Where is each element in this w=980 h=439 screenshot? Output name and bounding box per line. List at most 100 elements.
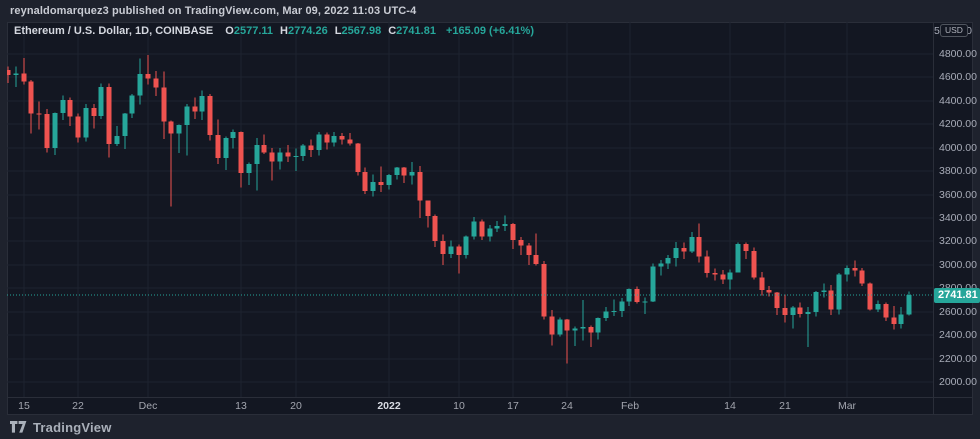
candle bbox=[285, 152, 291, 157]
candle bbox=[36, 113, 42, 115]
candle bbox=[836, 274, 842, 310]
candle bbox=[634, 289, 640, 303]
candle bbox=[176, 124, 182, 134]
candle bbox=[432, 215, 438, 242]
candle bbox=[129, 95, 135, 114]
time-axis-label: 20 bbox=[290, 400, 302, 412]
ohlc-open: O2577.11 bbox=[225, 25, 273, 37]
candle bbox=[642, 301, 648, 303]
candle bbox=[60, 100, 66, 114]
price-axis-label: 4800.00 bbox=[939, 48, 977, 60]
candle bbox=[347, 139, 353, 144]
price-axis-label: 2000.00 bbox=[939, 376, 977, 388]
candle bbox=[7, 69, 11, 76]
price-axis-label: 4000.00 bbox=[939, 141, 977, 154]
candle bbox=[782, 307, 788, 315]
candle bbox=[875, 304, 881, 310]
candle bbox=[386, 174, 392, 185]
candle bbox=[254, 145, 260, 165]
candle bbox=[378, 181, 384, 185]
candle bbox=[720, 274, 726, 280]
price-axis-label: 4200.00 bbox=[939, 118, 977, 131]
candle bbox=[199, 96, 205, 112]
candlestick-plot[interactable] bbox=[7, 22, 933, 397]
tradingview-logo[interactable]: TradingView bbox=[10, 420, 112, 435]
candle bbox=[207, 96, 213, 135]
candle bbox=[114, 136, 120, 145]
footer-bar: TradingView bbox=[0, 415, 980, 439]
currency-usd-chip[interactable]: USD bbox=[940, 24, 968, 37]
price-axis-border bbox=[933, 22, 934, 415]
candle bbox=[184, 106, 190, 125]
candle bbox=[308, 145, 314, 151]
candle bbox=[339, 135, 345, 140]
candle bbox=[681, 248, 687, 252]
time-axis-label: 15 bbox=[18, 400, 30, 412]
time-axis-label: 2022 bbox=[377, 400, 401, 412]
time-axis-label: 14 bbox=[724, 400, 736, 412]
candle bbox=[867, 283, 873, 310]
price-axis-label: 3800.00 bbox=[939, 165, 977, 178]
last-price-badge: 2741.81 bbox=[934, 287, 980, 303]
candle bbox=[510, 223, 516, 241]
candle bbox=[712, 273, 718, 275]
tradingview-logo-text: TradingView bbox=[33, 419, 112, 435]
candle bbox=[743, 244, 749, 251]
candle bbox=[487, 228, 493, 237]
candle bbox=[448, 246, 454, 255]
candle bbox=[463, 236, 469, 256]
candle bbox=[300, 145, 306, 156]
candle bbox=[906, 295, 912, 315]
candle bbox=[479, 221, 485, 237]
candle bbox=[821, 290, 827, 292]
candle bbox=[370, 181, 376, 191]
price-axis-label: 3200.00 bbox=[939, 235, 977, 248]
candle bbox=[658, 263, 664, 267]
candle bbox=[572, 328, 578, 331]
candle bbox=[595, 318, 601, 333]
candle bbox=[52, 113, 58, 149]
candle bbox=[735, 244, 741, 273]
candle bbox=[852, 267, 858, 271]
candle bbox=[665, 258, 671, 264]
candle bbox=[526, 245, 532, 256]
attribution-bar: reynaldomarquez3 published on TradingVie… bbox=[0, 0, 980, 22]
time-axis-label: 10 bbox=[453, 400, 465, 412]
candle bbox=[98, 86, 104, 117]
price-axis-label: 4600.00 bbox=[939, 71, 977, 84]
ohlc-low: L2567.98 bbox=[334, 25, 382, 37]
price-axis-label: 4400.00 bbox=[939, 94, 977, 107]
candle bbox=[588, 327, 594, 333]
candle bbox=[883, 304, 889, 318]
candle bbox=[790, 307, 796, 315]
candle bbox=[362, 171, 368, 191]
time-axis-label: 17 bbox=[507, 400, 519, 412]
candle bbox=[564, 319, 570, 331]
candle bbox=[355, 143, 361, 172]
candle bbox=[898, 314, 904, 324]
candle bbox=[425, 200, 431, 216]
symbol-legend: Ethereum / U.S. Dollar, 1D, COINBASE O25… bbox=[14, 24, 534, 38]
candle bbox=[137, 73, 143, 96]
candle bbox=[75, 116, 81, 138]
ohlc-high: H2774.26 bbox=[280, 25, 328, 37]
candle bbox=[192, 106, 198, 112]
candle bbox=[797, 307, 803, 315]
candle bbox=[494, 226, 500, 229]
candle bbox=[689, 236, 695, 252]
ohlc-close: C2741.81 bbox=[388, 25, 436, 37]
candle bbox=[891, 317, 897, 324]
candle bbox=[673, 248, 679, 259]
candle bbox=[471, 221, 477, 237]
price-axis-label: 2400.00 bbox=[939, 329, 977, 342]
candle bbox=[417, 171, 423, 201]
price-axis-label: 3000.00 bbox=[939, 258, 977, 271]
candle bbox=[28, 81, 34, 114]
time-axis-label: Feb bbox=[620, 400, 640, 412]
candle bbox=[331, 135, 337, 143]
candle bbox=[759, 277, 765, 291]
candle bbox=[67, 100, 73, 117]
candle bbox=[153, 78, 159, 88]
price-change: +165.09 (+6.41%) bbox=[445, 25, 535, 37]
